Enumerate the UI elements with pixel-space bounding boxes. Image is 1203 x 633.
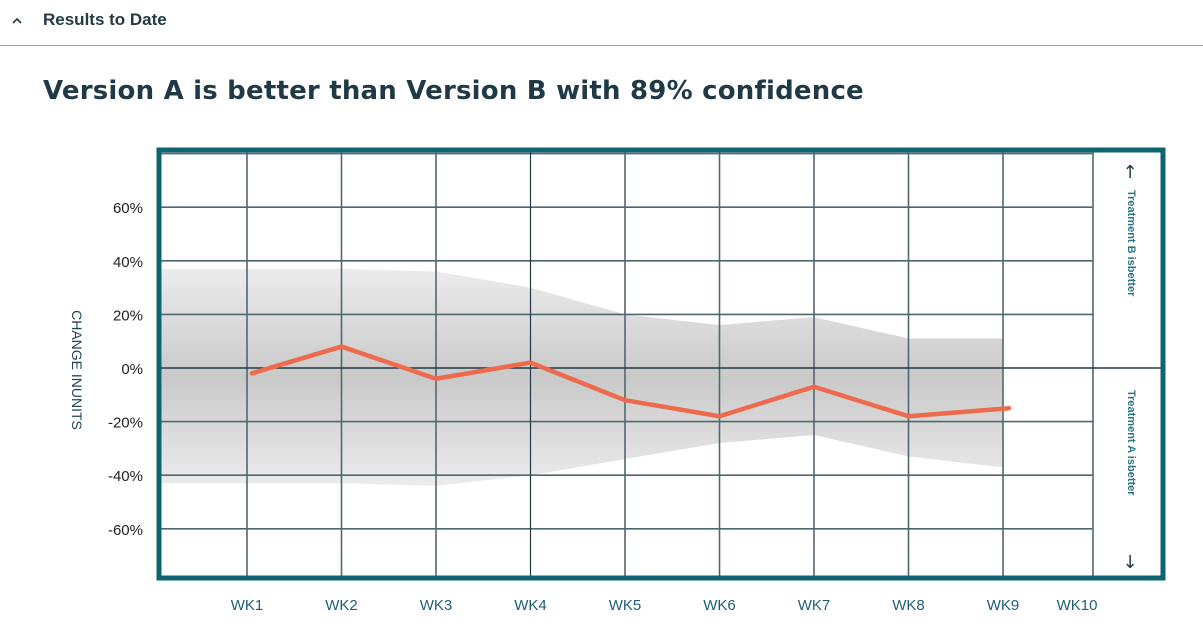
chevron-up-icon[interactable] (10, 14, 24, 28)
y-tick-label: 20% (113, 307, 143, 324)
x-tick-label: WK5 (609, 597, 642, 614)
x-tick-label: WK2 (325, 597, 358, 614)
y-tick-label: 0% (121, 361, 143, 378)
x-tick-label: WK4 (514, 597, 547, 614)
up-arrow-icon: ↑ (1122, 162, 1137, 183)
side-label-bottom: Treatment A isbetter (1125, 390, 1137, 496)
confidence-band (159, 268, 1003, 486)
y-tick-label: -60% (108, 522, 143, 539)
x-tick-label: WK6 (703, 597, 736, 614)
x-tick-label: WK9 (987, 597, 1020, 614)
x-tick-label: WK1 (231, 597, 264, 614)
down-arrow-icon: ↓ (1122, 552, 1137, 573)
series-line-layer (249, 344, 1012, 419)
axis-label-layer: 60% 40% 20% 0% -20% -40% -60% CHANGE INUNITS WK1… (69, 162, 1138, 614)
x-tick-label: WK8 (892, 597, 925, 614)
plot-frame (156, 147, 1166, 581)
page-title: Version A is better than Version B with … (43, 76, 864, 106)
results-section-header[interactable]: Results to Date (0, 0, 1203, 46)
y-tick-label: 40% (113, 254, 143, 271)
x-tick-label: WK7 (798, 597, 831, 614)
y-tick-label: -40% (108, 468, 143, 485)
side-label-top: Treatment B isbetter (1125, 190, 1137, 297)
x-tick-label: WK10 (1057, 597, 1098, 614)
y-tick-label: -20% (108, 415, 143, 432)
confidence-band-layer (159, 268, 1003, 486)
section-title: Results to Date (43, 10, 167, 29)
y-tick-label: 60% (113, 200, 143, 217)
x-tick-label: WK3 (420, 597, 453, 614)
grid-layer (156, 147, 1166, 581)
y-axis-label: CHANGE INUNITS (69, 310, 85, 430)
